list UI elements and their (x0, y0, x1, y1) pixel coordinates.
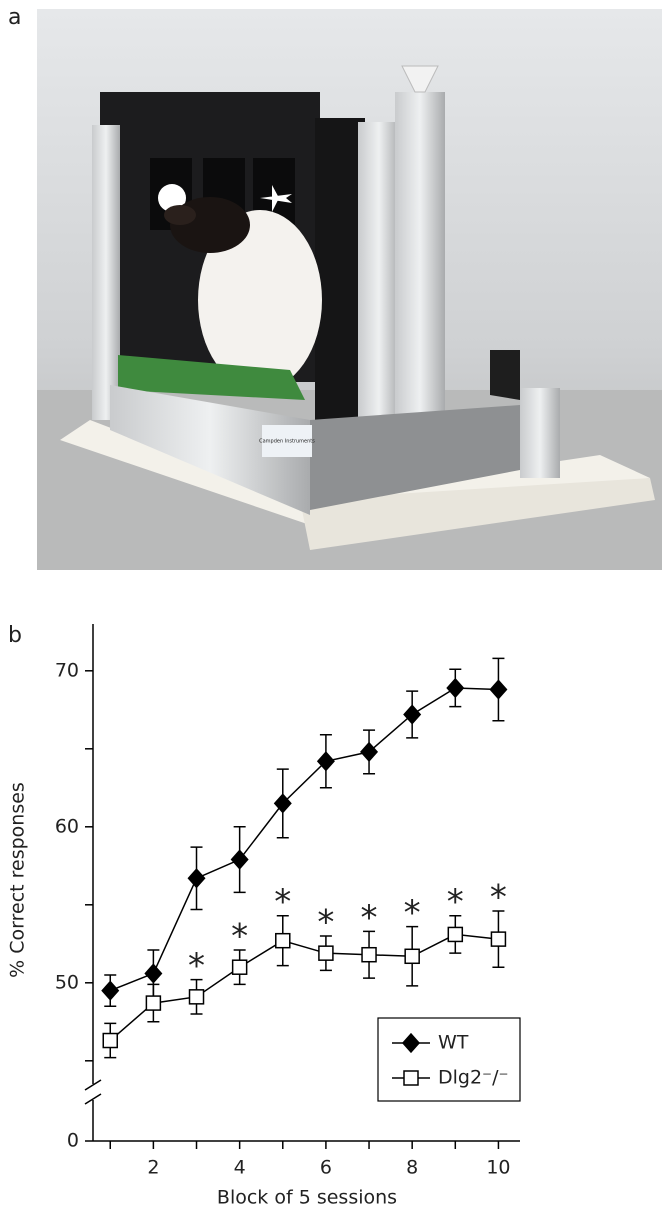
y-tick-label: 70 (55, 659, 79, 681)
x-tick-label: 8 (406, 1157, 418, 1179)
marker (146, 996, 160, 1010)
marker (190, 990, 204, 1004)
annotation: * (231, 917, 248, 957)
x-tick-label: 2 (147, 1157, 159, 1179)
marker (102, 982, 118, 1000)
marker (448, 927, 462, 941)
marker (491, 932, 505, 946)
x-tick-label: 6 (320, 1157, 332, 1179)
x-tick-label: 4 (234, 1157, 246, 1179)
y-tick-label: 60 (55, 815, 79, 837)
legend-box (378, 1018, 520, 1101)
annotation: * (317, 903, 334, 943)
marker (145, 964, 161, 982)
figure: a Campden Instruments b % Correct respon… (0, 0, 662, 1213)
marker (276, 934, 290, 948)
legend-label: Dlg2⁻/⁻ (438, 1067, 509, 1089)
photo: Campden Instruments (37, 9, 662, 570)
marker (490, 681, 506, 699)
annotation: * (274, 882, 291, 922)
marker (361, 743, 377, 761)
annotation: * (361, 898, 378, 938)
page: a Campden Instruments b % Correct respon… (0, 0, 662, 1213)
marker (362, 948, 376, 962)
x-axis-title: Block of 5 sessions (217, 1187, 397, 1209)
panel-label: b (8, 623, 22, 648)
marker (447, 679, 463, 697)
series-line (110, 688, 498, 991)
annotation: * (447, 882, 464, 922)
annotation: * (188, 946, 205, 986)
marker (319, 946, 333, 960)
marker (233, 960, 247, 974)
marker (405, 949, 419, 963)
legend-label: WT (438, 1032, 469, 1054)
annotation: * (404, 893, 421, 933)
marker (404, 705, 420, 723)
marker (404, 1071, 418, 1085)
y-axis-title: % Correct responses (7, 782, 29, 978)
annotation: * (490, 878, 507, 918)
y-tick-label: 0 (67, 1130, 79, 1152)
y-tick-label: 50 (55, 971, 79, 993)
panel-label: a (8, 5, 21, 30)
plot: 0 50 60 70 2 4 6 8 10 * * * * * * * * WT Dlg2⁻/⁻ (55, 624, 520, 1179)
sign: Campden Instruments (259, 439, 315, 445)
x-tick-label: 10 (486, 1157, 510, 1179)
marker (189, 869, 205, 887)
marker (103, 1034, 117, 1048)
